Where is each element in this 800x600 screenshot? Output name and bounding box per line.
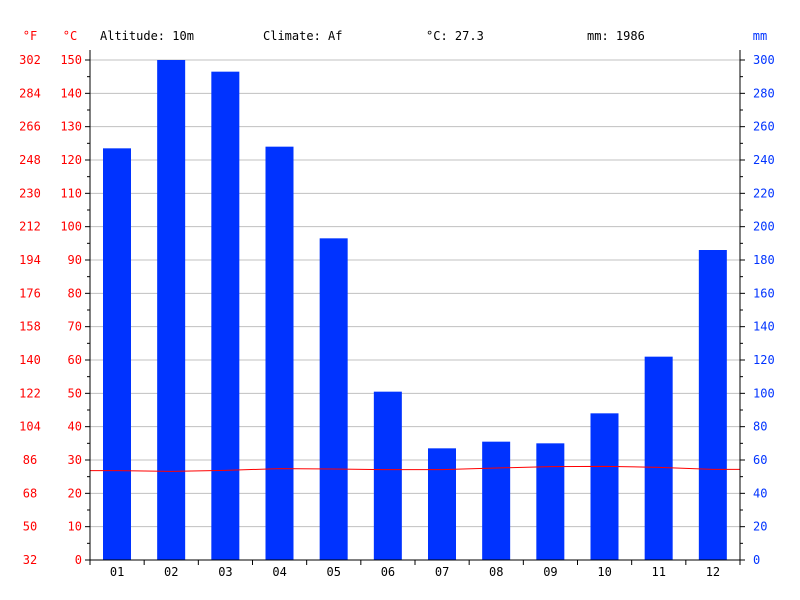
month-label: 02 — [164, 565, 178, 579]
celsius-tick-label: 50 — [68, 386, 82, 400]
fahrenheit-tick-label: 248 — [19, 153, 41, 167]
celsius-tick-label: 80 — [68, 286, 82, 300]
mm-tick-label: 20 — [753, 520, 767, 534]
mm-tick-label: 180 — [753, 253, 775, 267]
fahrenheit-tick-label: 158 — [19, 320, 41, 334]
mm-tick-label: 140 — [753, 320, 775, 334]
bar-month-07 — [428, 448, 456, 560]
month-label: 10 — [597, 565, 611, 579]
fahrenheit-tick-label: 86 — [23, 453, 37, 467]
celsius-tick-label: 150 — [60, 53, 82, 67]
month-label: 07 — [435, 565, 449, 579]
celsius-tick-label: 0 — [75, 553, 82, 567]
fahrenheit-tick-label: 122 — [19, 386, 41, 400]
mm-tick-label: 220 — [753, 186, 775, 200]
celsius-tick-label: 110 — [60, 186, 82, 200]
fahrenheit-tick-label: 176 — [19, 286, 41, 300]
month-label: 03 — [218, 565, 232, 579]
total-precip-label: mm: 1986 — [587, 29, 645, 43]
month-label: 06 — [381, 565, 395, 579]
precipitation-bars — [103, 60, 727, 561]
fahrenheit-tick-label: 32 — [23, 553, 37, 567]
mm-tick-label: 260 — [753, 120, 775, 134]
bar-month-01 — [103, 148, 131, 561]
bar-month-09 — [536, 443, 565, 560]
fahrenheit-tick-label: 104 — [19, 420, 41, 434]
celsius-tick-label: 140 — [60, 86, 82, 100]
fahrenheit-tick-label: 50 — [23, 520, 37, 534]
mm-tick-label: 120 — [753, 353, 775, 367]
month-label: 08 — [489, 565, 503, 579]
celsius-tick-label: 40 — [68, 420, 82, 434]
celsius-tick-label: 90 — [68, 253, 82, 267]
celsius-tick-label: 10 — [68, 520, 82, 534]
celsius-tick-label: 70 — [68, 320, 82, 334]
bar-month-03 — [211, 71, 240, 561]
bar-month-06 — [373, 391, 402, 560]
month-label: 04 — [272, 565, 286, 579]
mm-tick-label: 300 — [753, 53, 775, 67]
fahrenheit-tick-label: 140 — [19, 353, 41, 367]
month-label: 09 — [543, 565, 557, 579]
mm-tick-label: 280 — [753, 86, 775, 100]
month-label: 01 — [110, 565, 124, 579]
fahrenheit-tick-label: 230 — [19, 186, 41, 200]
month-label: 12 — [706, 565, 720, 579]
celsius-axis-label: °C — [63, 29, 77, 43]
bar-month-11 — [644, 356, 673, 560]
fahrenheit-tick-label: 68 — [23, 486, 37, 500]
celsius-tick-label: 120 — [60, 153, 82, 167]
mm-tick-label: 240 — [753, 153, 775, 167]
bar-month-10 — [590, 413, 619, 560]
grid-lines — [90, 59, 740, 528]
mm-tick-label: 0 — [753, 553, 760, 567]
month-label: 05 — [327, 565, 341, 579]
altitude-label: Altitude: 10m — [100, 29, 194, 43]
climate-label: Climate: Af — [263, 29, 342, 43]
bar-month-02 — [157, 60, 186, 560]
axes — [85, 50, 745, 565]
celsius-tick-label: 100 — [60, 220, 82, 234]
mm-tick-label: 40 — [753, 486, 767, 500]
celsius-tick-label: 30 — [68, 453, 82, 467]
mm-axis-label: mm — [753, 29, 767, 43]
fahrenheit-tick-label: 284 — [19, 86, 41, 100]
mm-tick-label: 200 — [753, 220, 775, 234]
mm-tick-label: 160 — [753, 286, 775, 300]
celsius-tick-label: 130 — [60, 120, 82, 134]
bar-month-12 — [698, 250, 727, 560]
fahrenheit-tick-label: 212 — [19, 220, 41, 234]
bar-month-08 — [482, 441, 511, 560]
fahrenheit-axis-label: °F — [23, 29, 37, 43]
bar-month-05 — [319, 238, 348, 561]
mm-tick-label: 60 — [753, 453, 767, 467]
temperature-line — [90, 465, 740, 472]
avg-temp-label: °C: 27.3 — [426, 29, 484, 43]
fahrenheit-tick-label: 302 — [19, 53, 41, 67]
celsius-tick-label: 60 — [68, 353, 82, 367]
mm-tick-label: 100 — [753, 386, 775, 400]
fahrenheit-tick-label: 194 — [19, 253, 41, 267]
bar-month-04 — [265, 146, 294, 560]
fahrenheit-tick-label: 266 — [19, 120, 41, 134]
mm-tick-label: 80 — [753, 420, 767, 434]
celsius-tick-label: 20 — [68, 486, 82, 500]
month-label: 11 — [652, 565, 666, 579]
